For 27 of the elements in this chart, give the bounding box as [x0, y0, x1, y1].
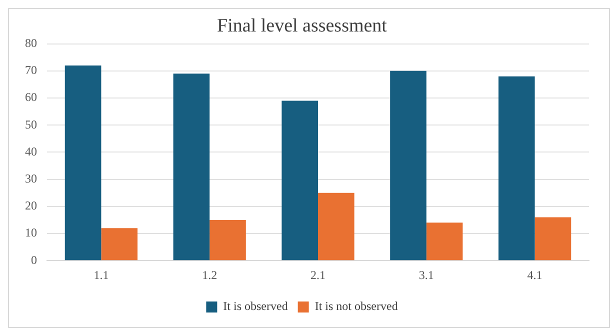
- x-tick-label: 2.1: [310, 268, 326, 282]
- bar: [534, 217, 572, 260]
- chart-title: Final level assessment: [217, 15, 388, 36]
- bar: [173, 74, 210, 260]
- y-tick-label: 40: [25, 144, 37, 158]
- x-tick-label: 1.1: [94, 268, 109, 282]
- y-tick-label: 0: [31, 252, 37, 267]
- y-tick-label: 30: [25, 171, 37, 186]
- y-tick-label: 80: [25, 36, 37, 50]
- legend-label: It is not observed: [314, 299, 398, 314]
- x-tick-label: 4.1: [527, 268, 542, 282]
- x-tick-label: 1.2: [202, 268, 218, 282]
- bar: [390, 70, 426, 260]
- bar: [210, 220, 246, 260]
- bar: [498, 76, 535, 260]
- bar: [318, 192, 354, 260]
- y-tick-label: 70: [25, 63, 37, 78]
- x-tick-label: 3.1: [418, 268, 434, 282]
- y-tick-label: 60: [25, 90, 37, 104]
- bar: [282, 100, 318, 260]
- legend-label: It is observed: [223, 299, 288, 314]
- bar: [64, 65, 102, 260]
- y-tick-label: 20: [25, 198, 37, 213]
- y-tick-label: 10: [25, 226, 37, 240]
- y-tick-label: 50: [25, 117, 37, 132]
- bar: [101, 228, 138, 260]
- bar: [426, 222, 463, 260]
